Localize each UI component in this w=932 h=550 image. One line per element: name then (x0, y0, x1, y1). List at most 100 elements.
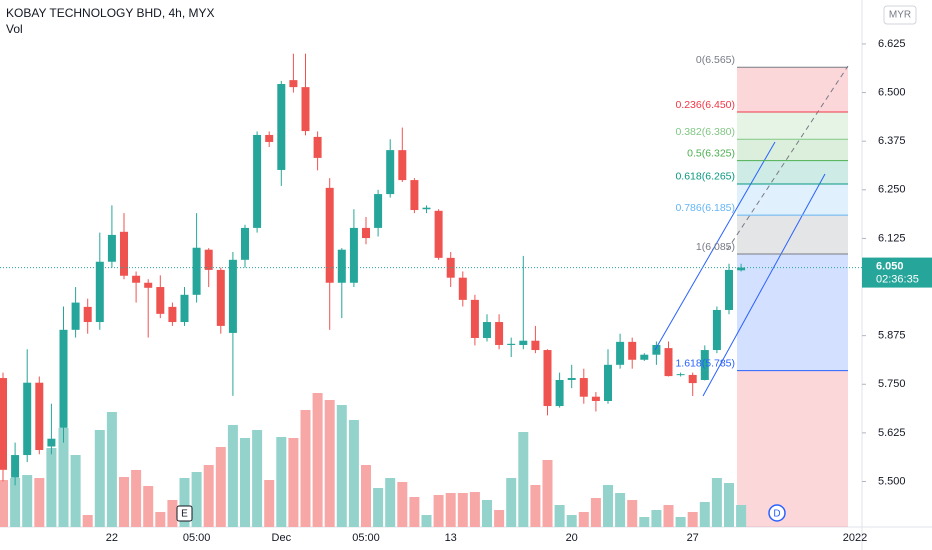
countdown: 02:36:35 (876, 273, 919, 285)
channel-mid (726, 65, 849, 251)
candle-body (337, 249, 346, 283)
volume-bar (131, 470, 142, 527)
fib-band (737, 112, 848, 140)
candle-body (35, 382, 44, 450)
overlays: 6.625 6.500 6.375 6.250 6.125 5.875 5.750 5.625… (0, 38, 932, 544)
candle-body (0, 378, 7, 470)
earnings-marker (176, 505, 193, 522)
candle-body (144, 282, 153, 288)
y-tick-label: 6.250 (878, 184, 906, 196)
volume-bar (143, 486, 154, 527)
fib-band (737, 160, 848, 184)
fib-band (737, 183, 848, 216)
volume-bar (252, 430, 263, 527)
candle-body (543, 350, 552, 407)
volume-bar (82, 515, 93, 527)
volume-bar (603, 485, 613, 527)
currency-button[interactable] (883, 5, 917, 25)
fib-band (737, 215, 848, 254)
candle-body (95, 261, 104, 323)
volume-bar (348, 420, 359, 527)
candle-body (591, 396, 600, 401)
candle-body (192, 247, 201, 295)
volume-bar (397, 482, 408, 527)
volume-bar (10, 478, 21, 527)
y-tick-label: 5.625 (878, 427, 906, 439)
candle-body (120, 231, 128, 276)
volume-bar (34, 478, 45, 527)
candle-body (204, 249, 213, 270)
candle-body (180, 294, 189, 323)
candle-body (277, 84, 286, 170)
candle-body (458, 277, 467, 300)
currency[interactable]: MYR (889, 10, 911, 21)
y-tick-label: 6.125 (878, 232, 906, 244)
channel-line (654, 141, 776, 351)
volume-bar (373, 488, 384, 527)
volume-bar (445, 493, 456, 527)
volume-bars (0, 393, 747, 527)
candle-body (156, 287, 165, 314)
volume-bar (215, 447, 226, 527)
volume-bar (518, 432, 529, 527)
candle-body (737, 267, 746, 271)
volume-bar (663, 505, 674, 527)
volume-bar (566, 515, 577, 527)
candle-body (640, 354, 649, 360)
x-tick-label: 13 (445, 532, 457, 544)
candle-body (567, 378, 576, 380)
volume-bar (167, 500, 178, 527)
candle-body (434, 210, 443, 258)
candle-body (519, 340, 528, 345)
volume-bar (506, 478, 517, 527)
last-price-label: 6.050 (876, 260, 904, 272)
fib-label: 1(6.085) (696, 241, 735, 253)
candle-body (628, 341, 637, 360)
y-tick-label: 5.500 (878, 475, 906, 487)
y-tick-label: 5.875 (878, 330, 906, 342)
fib-label: 0.786(6.185) (675, 202, 735, 214)
volume-bar (106, 412, 117, 527)
candle-body (652, 344, 661, 355)
dividend-marker (768, 504, 786, 522)
x-tick-label: 2022 (843, 532, 867, 544)
volume-bar (312, 393, 323, 527)
candle-body (374, 194, 383, 228)
y-tick-label: 6.375 (878, 135, 906, 147)
candle-body (59, 329, 68, 428)
volume-bar (58, 428, 69, 527)
volume-bar (615, 493, 626, 527)
volume-bar (94, 430, 105, 527)
volume-bar (675, 517, 686, 527)
volume-bar (457, 493, 468, 527)
volume-bar (70, 455, 81, 527)
volume-bar (554, 505, 565, 527)
volume-bar (651, 510, 662, 527)
x-tick-label: 22 (106, 532, 118, 544)
candle-body (313, 136, 322, 158)
volume-bar (179, 478, 190, 527)
volume-bar (119, 477, 129, 527)
volume-bar (276, 437, 287, 527)
volume-bar (482, 500, 492, 527)
chart-title: KOBAY TECHNOLOGY BHD, 4h, MYX (6, 6, 215, 20)
volume-bar (578, 512, 589, 527)
fib-band (737, 160, 848, 184)
volume-bar (264, 480, 275, 527)
volume-bar (699, 502, 710, 527)
volume-bar (361, 465, 371, 527)
fib-label: 1.618(5.785) (675, 357, 735, 369)
candle-body (71, 302, 80, 330)
candle-body (362, 227, 370, 239)
candle-body (325, 187, 334, 283)
fib-label: 0.382(6.380) (675, 126, 735, 138)
fib-label: 0.5(6.325) (687, 147, 735, 159)
candle-body (688, 374, 697, 384)
x-tick-label: Dec (272, 532, 292, 544)
volume-bar (0, 480, 8, 527)
candle-body (604, 364, 612, 401)
volume-bar (421, 515, 432, 527)
candles (0, 53, 746, 486)
